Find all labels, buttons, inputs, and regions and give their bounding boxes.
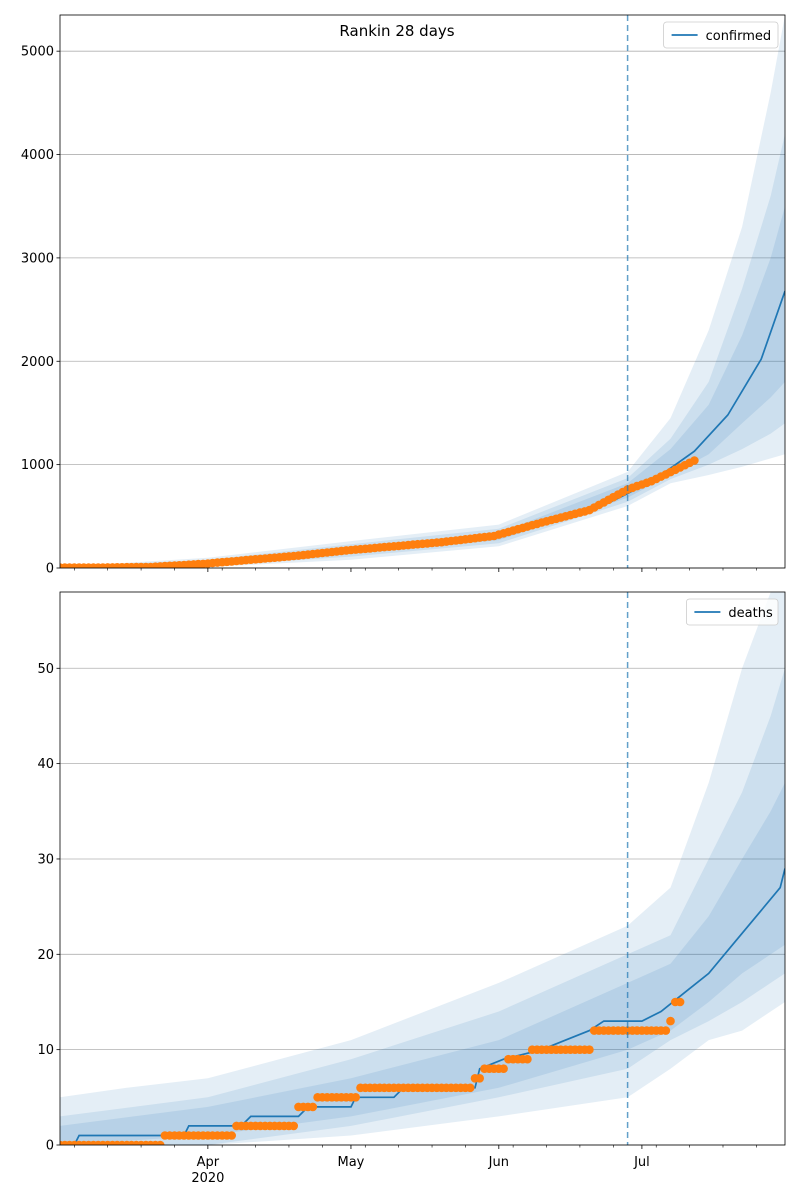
observed-point: [523, 1054, 532, 1064]
observed-point: [585, 1045, 594, 1054]
x-tick-label: May: [338, 1155, 365, 1170]
observed-point: [475, 1074, 485, 1083]
observed-point: [666, 1016, 675, 1026]
y-tick-label: 10: [37, 1043, 54, 1058]
observed-point: [675, 997, 685, 1007]
chart-title: Rankin 28 days: [339, 22, 454, 40]
confirmed-series: [60, 15, 785, 568]
deaths-legend: deaths: [686, 598, 779, 626]
observed-point: [155, 1140, 165, 1145]
confidence-band: [60, 782, 785, 1145]
legend-label: deaths: [728, 606, 773, 621]
x-tick-label: Jun: [488, 1155, 509, 1170]
y-tick-label: 3000: [21, 251, 54, 266]
observed-point: [661, 1026, 671, 1035]
confirmed-axes: 0 1000 2000 3000 4000 5000: [21, 14, 786, 577]
observed-point: [289, 1121, 299, 1131]
y-tick-label: 4000: [21, 148, 54, 163]
observed-point: [465, 1083, 475, 1093]
observed-point: [351, 1093, 361, 1102]
confidence-band: [60, 592, 785, 1145]
y-tick-label: 20: [37, 948, 54, 963]
y-tick-label: 30: [37, 852, 54, 867]
y-tick-label: 0: [46, 562, 54, 577]
y-tick-label: 40: [37, 757, 54, 772]
legend-box: [663, 21, 779, 49]
x-tick-label: Jul: [633, 1155, 650, 1170]
axes-frame: [59, 14, 786, 569]
y-tick-label: 0: [46, 1139, 54, 1154]
x-tick-label: Apr: [197, 1155, 220, 1170]
observed-point: [227, 1131, 236, 1140]
y-tick-label: 2000: [21, 355, 54, 370]
legend-box: [686, 598, 779, 626]
x-tick-sublabel: 2020: [191, 1171, 224, 1186]
observed-point: [499, 1064, 508, 1073]
y-tick-label: 1000: [21, 458, 54, 473]
confirmed-panel: 0 1000 2000 3000 4000 5000 Rankin 28 days con…: [21, 14, 786, 577]
y-tick-label: 50: [37, 662, 54, 677]
axes-frame: [59, 591, 786, 1146]
observed-point: [308, 1102, 318, 1112]
deaths-series: [60, 592, 785, 1145]
confirmed-legend: confirmed: [663, 21, 779, 49]
observed-point: [690, 456, 699, 465]
legend-label: confirmed: [706, 29, 772, 44]
deaths-bands: [60, 592, 785, 1145]
confidence-band: [60, 668, 785, 1145]
y-tick-label: 5000: [21, 45, 54, 60]
